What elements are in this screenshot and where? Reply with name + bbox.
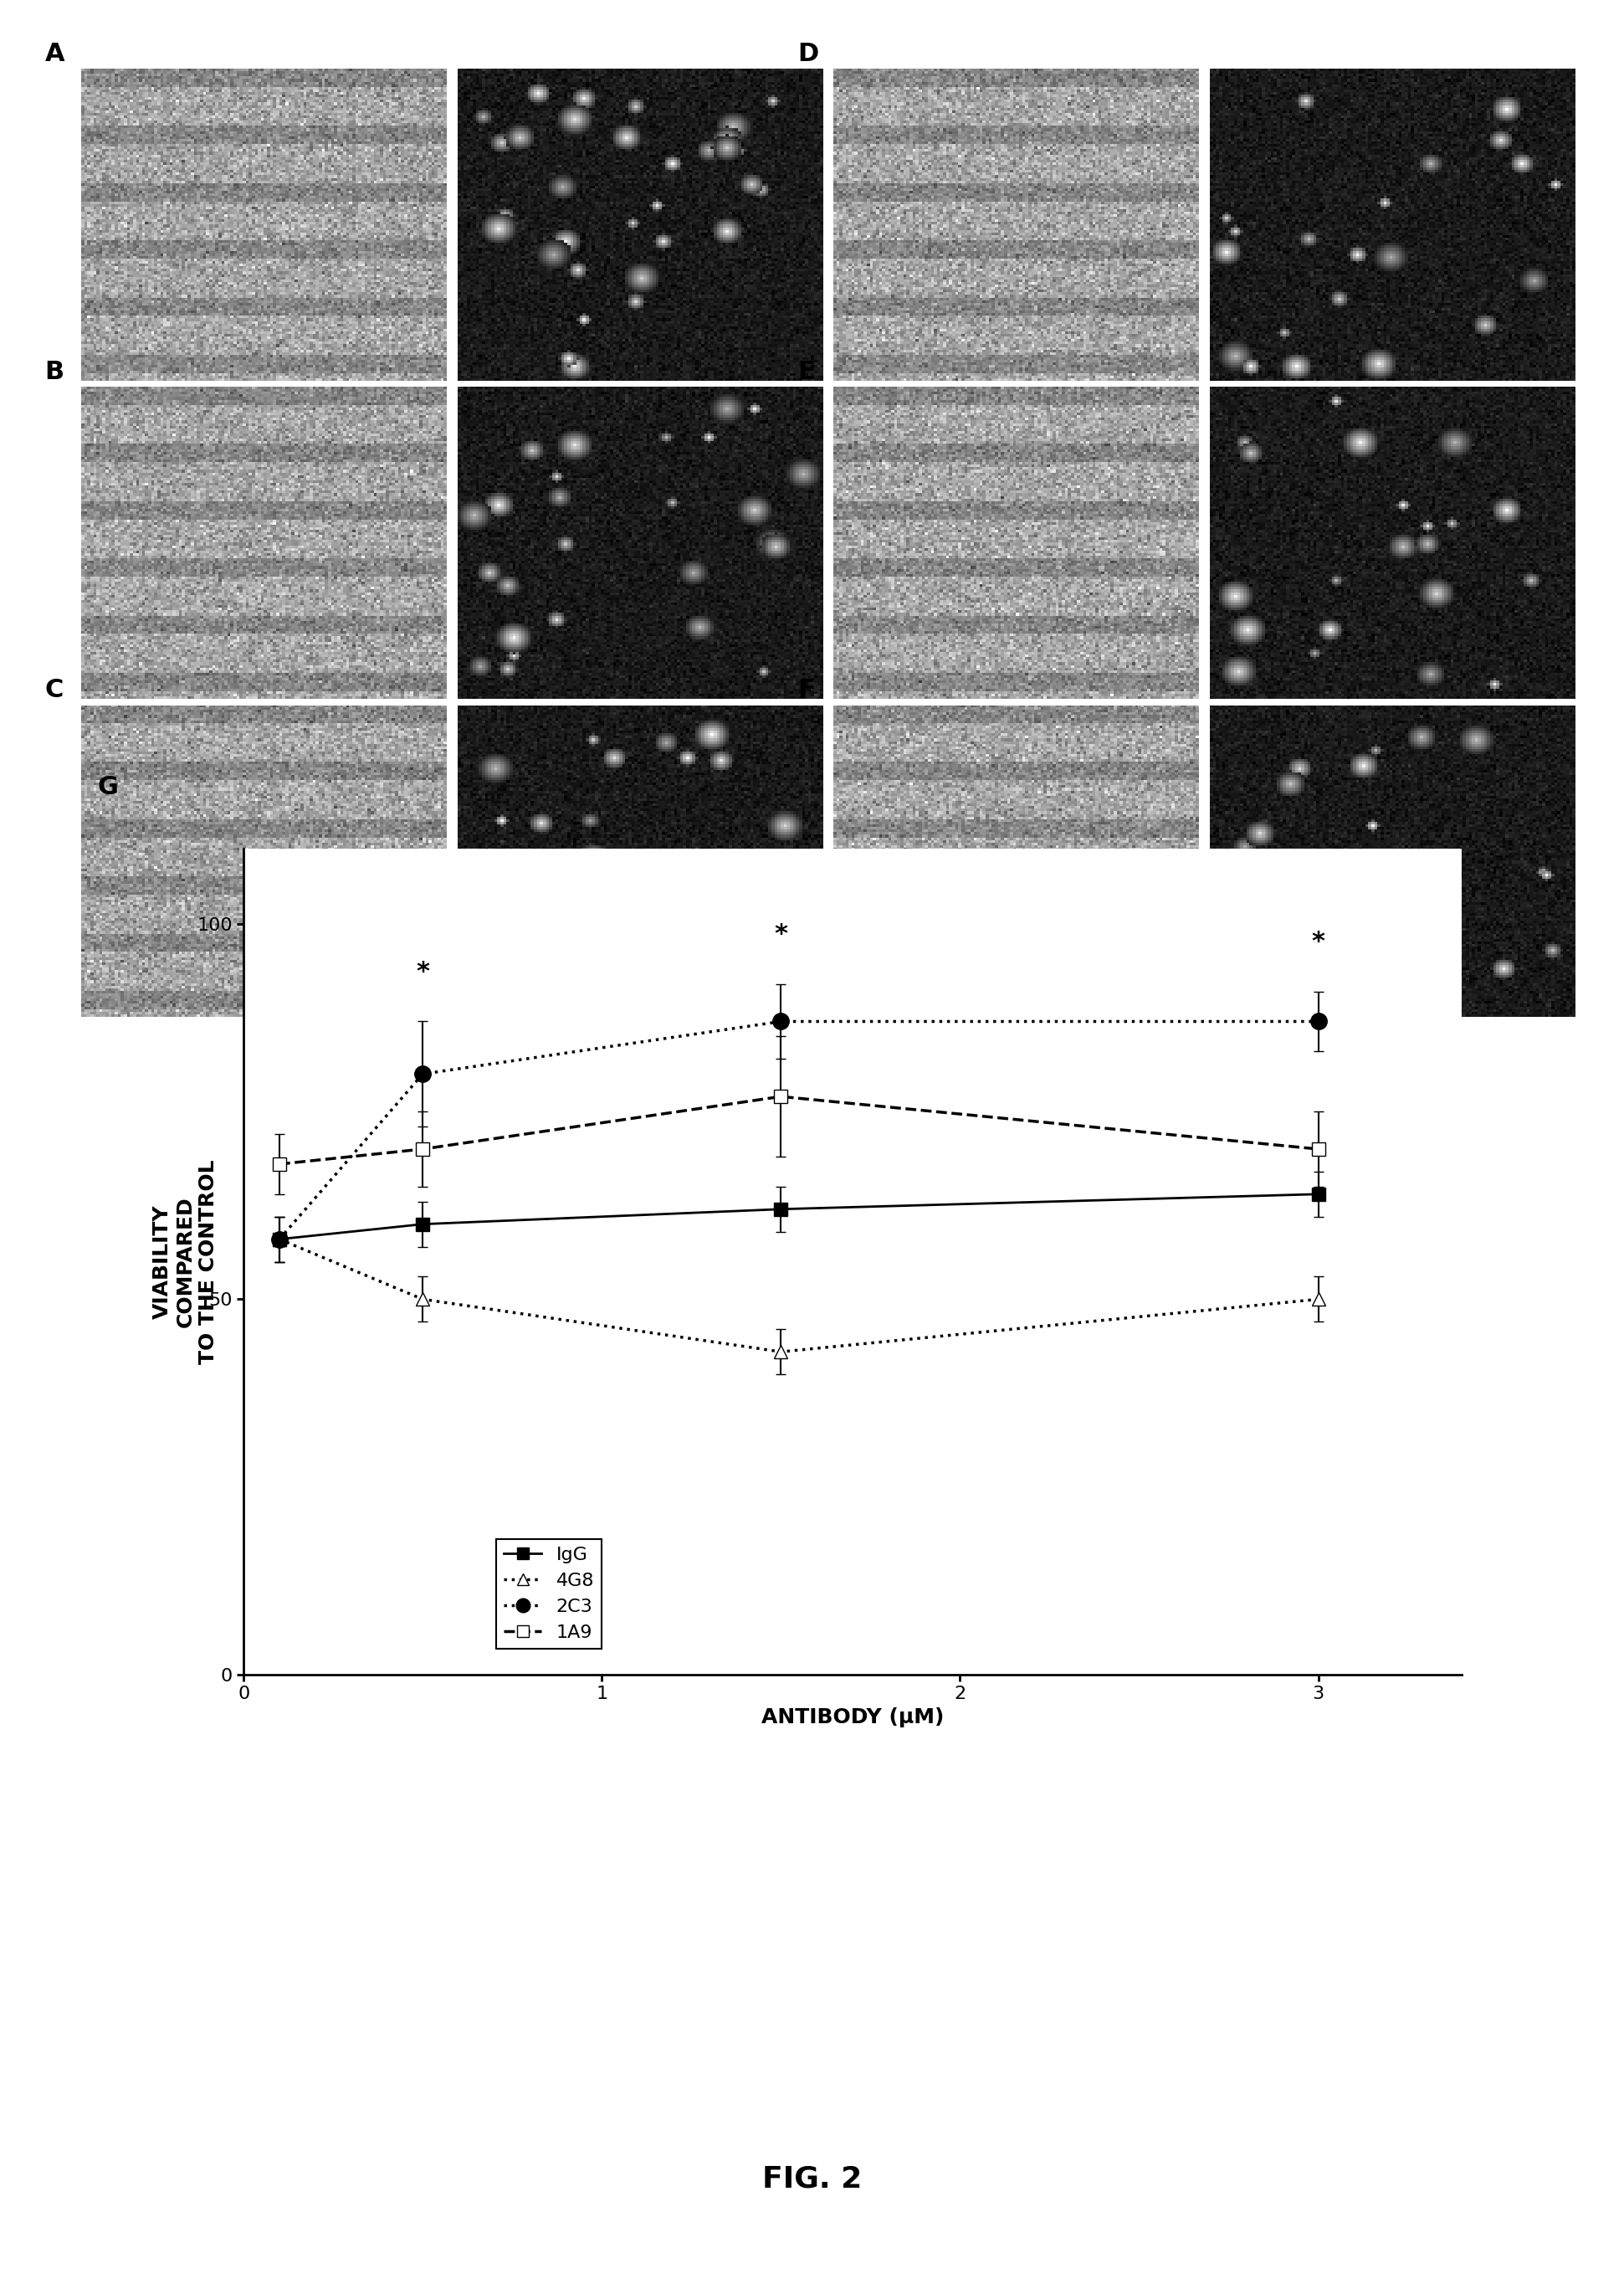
Text: D: D [797,41,818,67]
Legend: IgG, 4G8, 2C3, 1A9: IgG, 4G8, 2C3, 1A9 [497,1539,601,1649]
Text: *: * [1312,929,1325,954]
Text: F: F [797,677,815,702]
Text: *: * [416,959,429,984]
Text: E: E [797,360,815,383]
Text: B: B [45,360,63,383]
Text: FIG. 2: FIG. 2 [762,2166,862,2193]
X-axis label: ANTIBODY (μM): ANTIBODY (μM) [762,1707,944,1727]
Text: G: G [97,775,119,798]
Text: *: * [775,922,788,947]
Text: A: A [45,41,65,67]
Text: C: C [45,677,63,702]
Y-axis label: VIABILITY
COMPARED
TO THE CONTROL: VIABILITY COMPARED TO THE CONTROL [153,1158,219,1365]
